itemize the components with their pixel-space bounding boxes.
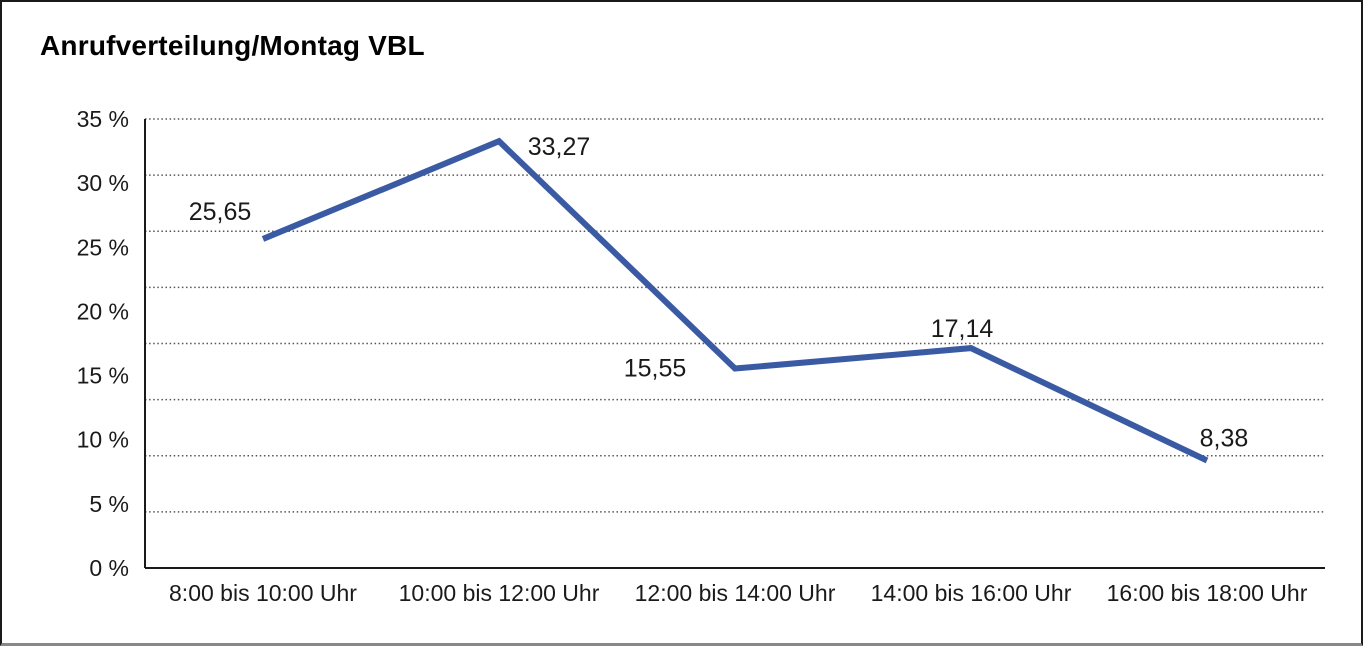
- y-axis-tick-label: 30 %: [77, 170, 129, 196]
- y-axis-tick-label: 10 %: [77, 427, 129, 453]
- y-axis-tick-label: 5 %: [89, 491, 129, 517]
- data-point-label: 15,55: [624, 355, 687, 383]
- data-series-line: [261, 137, 1209, 464]
- y-axis-tick-label: 25 %: [77, 234, 129, 260]
- data-point-label: 25,65: [189, 198, 252, 226]
- x-axis-category-label: 12:00 bis 14:00 Uhr: [635, 580, 836, 606]
- y-axis-tick-label: 0 %: [89, 555, 129, 581]
- x-axis-category-label: 8:00 bis 10:00 Uhr: [169, 580, 357, 606]
- chart-title: Anrufverteilung/Montag VBL: [40, 30, 425, 61]
- y-axis-tick-label: 35 %: [77, 106, 129, 132]
- data-point-label: 33,27: [528, 133, 591, 161]
- x-axis-category-label: 14:00 bis 16:00 Uhr: [871, 580, 1072, 606]
- y-axis-tick-label: 20 %: [77, 298, 129, 324]
- data-point-label: 17,14: [931, 315, 994, 343]
- y-axis-tick-label: 15 %: [77, 363, 129, 389]
- x-axis-category-label: 10:00 bis 12:00 Uhr: [399, 580, 600, 606]
- x-axis-category-label: 16:00 bis 18:00 Uhr: [1107, 580, 1308, 606]
- data-point-label: 8,38: [1200, 424, 1249, 452]
